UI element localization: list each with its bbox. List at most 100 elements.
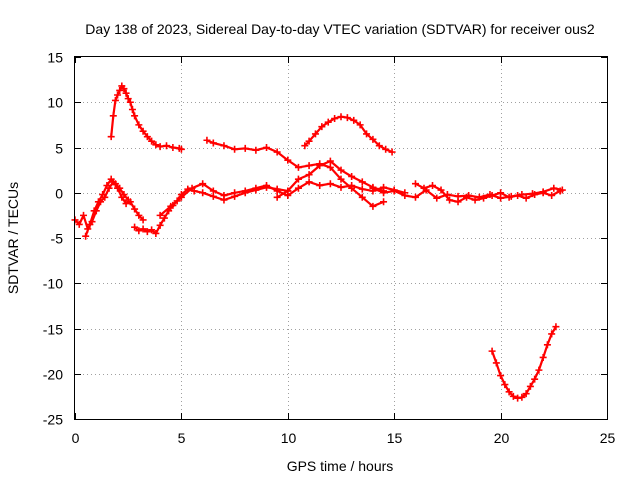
data-point <box>420 184 428 192</box>
data-point <box>337 113 345 121</box>
data-point <box>124 95 132 103</box>
data-point <box>463 193 471 201</box>
data-point <box>305 162 313 170</box>
data-point <box>122 200 130 208</box>
grid-layer <box>75 57 607 419</box>
data-point <box>497 189 505 197</box>
data-point <box>348 172 356 180</box>
data-point <box>358 185 366 193</box>
series-line <box>491 325 558 400</box>
data-point <box>324 118 332 126</box>
data-point <box>111 180 119 188</box>
data-point <box>318 123 326 131</box>
data-point <box>188 184 196 192</box>
data-point <box>116 184 124 192</box>
data-point <box>550 184 558 192</box>
y-tick-label: 0 <box>55 186 63 202</box>
data-point <box>505 193 513 201</box>
data-point <box>316 162 324 170</box>
data-point <box>241 187 249 195</box>
data-point <box>358 178 366 186</box>
data-point <box>326 163 334 171</box>
data-point <box>514 191 522 199</box>
y-tick-label: 5 <box>55 141 63 157</box>
x-tick-label: 15 <box>387 430 403 446</box>
data-point <box>492 359 500 367</box>
data-point <box>231 145 239 153</box>
data-point <box>518 393 526 401</box>
data-point <box>411 180 419 188</box>
y-tick-label: -5 <box>51 231 64 247</box>
data-point <box>539 353 547 361</box>
data-point <box>531 191 539 199</box>
data-point <box>331 115 339 123</box>
data-point <box>369 135 377 143</box>
data-point <box>337 175 345 183</box>
data-point <box>82 232 90 240</box>
data-point <box>369 202 377 210</box>
data-point <box>273 148 281 156</box>
data-point <box>437 186 445 194</box>
data-point <box>209 139 217 147</box>
data-point <box>305 137 313 145</box>
series-arc-10 <box>411 180 564 206</box>
series-layer <box>71 82 566 402</box>
data-point <box>505 388 513 396</box>
data-point <box>107 175 115 183</box>
data-point <box>131 223 139 231</box>
data-point <box>305 178 313 186</box>
data-point <box>116 86 124 94</box>
y-tick-label: -25 <box>43 412 63 428</box>
data-point <box>363 130 371 138</box>
data-point <box>75 220 83 228</box>
data-point <box>294 184 302 192</box>
data-point <box>531 375 539 383</box>
data-point <box>548 191 556 199</box>
data-point <box>209 187 217 195</box>
series-arc-11 <box>488 323 560 402</box>
data-point <box>143 228 151 236</box>
data-point <box>99 191 107 199</box>
series-arc-8 <box>301 113 396 156</box>
data-point <box>301 142 309 150</box>
data-point <box>390 187 398 195</box>
data-point <box>103 182 111 190</box>
data-point <box>501 381 509 389</box>
data-point <box>139 216 147 224</box>
data-point <box>107 133 115 141</box>
data-point <box>177 193 185 201</box>
x-tick-label: 20 <box>494 430 510 446</box>
data-point <box>401 191 409 199</box>
data-point <box>156 221 164 229</box>
data-point <box>177 145 185 153</box>
data-point <box>80 211 88 219</box>
data-point <box>86 220 94 228</box>
series-arc-6 <box>203 136 388 210</box>
series-arc-4 <box>131 183 292 237</box>
data-point <box>284 156 292 164</box>
series-arc-3 <box>107 82 185 153</box>
y-tick-label: 10 <box>47 95 63 111</box>
data-point <box>429 182 437 190</box>
data-point <box>231 189 239 197</box>
x-axis-label: GPS time / hours <box>287 458 394 474</box>
data-point <box>350 116 358 124</box>
data-point <box>263 144 271 151</box>
series-line <box>133 186 289 235</box>
data-point <box>131 112 139 120</box>
data-point <box>556 187 564 195</box>
data-point <box>305 171 313 179</box>
data-point <box>114 91 122 99</box>
data-point <box>388 148 396 156</box>
data-point <box>471 196 479 204</box>
data-point <box>148 137 156 145</box>
data-point <box>552 323 560 331</box>
x-tick-label: 25 <box>600 430 616 446</box>
data-point <box>369 184 377 192</box>
data-point <box>252 146 260 154</box>
data-point <box>273 193 281 201</box>
data-point <box>167 202 175 210</box>
data-point <box>252 184 260 192</box>
data-point <box>497 372 505 380</box>
